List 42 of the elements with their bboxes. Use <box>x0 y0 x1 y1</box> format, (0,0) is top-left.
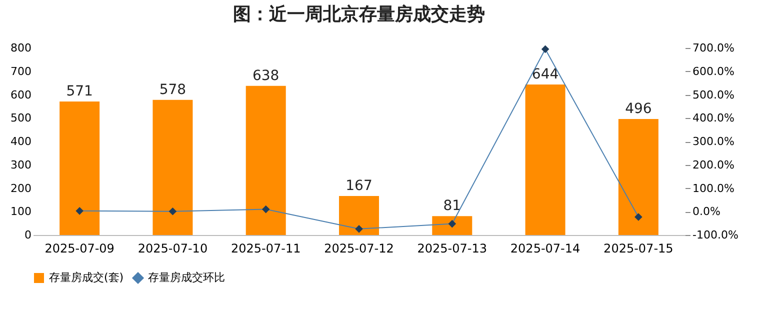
y-tick-label: 500 <box>10 112 32 125</box>
data-label: 644 <box>532 66 559 82</box>
legend-label: 存量房成交环比 <box>148 271 225 284</box>
data-label: 638 <box>252 68 280 84</box>
y-tick-label: 100 <box>10 205 32 218</box>
bar <box>432 216 472 235</box>
data-label: 81 <box>443 198 462 214</box>
y2-tick-label: 0.0% <box>692 205 720 218</box>
y2-tick-label: 100.0% <box>692 182 734 195</box>
data-label: 571 <box>66 84 93 100</box>
y2-tick-label: -100.0% <box>692 228 738 242</box>
x-tick-label: 2025-07-12 <box>324 242 394 256</box>
data-label: 167 <box>346 178 372 194</box>
bar <box>339 196 379 235</box>
x-tick-label: 2025-07-13 <box>417 242 488 256</box>
y-tick-label: 300 <box>10 158 32 172</box>
y-tick-label: 600 <box>10 88 32 102</box>
y-tick-label: 200 <box>10 182 32 195</box>
legend-label: 存量房成交(套) <box>49 271 124 284</box>
y2-tick-label: 600.0% <box>692 64 734 78</box>
bar <box>525 84 566 235</box>
bar <box>60 102 100 235</box>
y2-tick-label: 500.0% <box>692 88 734 102</box>
x-tick-label: 2025-07-14 <box>510 242 580 256</box>
x-tick-label: 2025-07-09 <box>44 242 114 256</box>
y2-tick-label: 300.0% <box>692 135 734 148</box>
bar <box>246 86 286 235</box>
y-tick-label: 400 <box>10 135 32 148</box>
x-tick-label: 2025-07-10 <box>138 242 208 256</box>
bar <box>618 119 658 235</box>
chart-title: 图：近一周北京存量房成交走势 <box>233 4 485 25</box>
data-label: 578 <box>159 82 186 98</box>
y2-tick-label: 200.0% <box>692 158 734 172</box>
y-tick-label: 800 <box>10 42 32 54</box>
bar <box>152 100 193 235</box>
y2-tick-label: 700.0% <box>692 42 734 54</box>
y-tick-label: 0 <box>24 228 32 242</box>
x-tick-label: 2025-07-11 <box>230 242 301 256</box>
y2-tick-label: 400.0% <box>692 112 734 125</box>
y-tick-label: 700 <box>10 64 32 78</box>
data-label: 496 <box>625 101 652 118</box>
x-tick-label: 2025-07-15 <box>604 242 674 256</box>
